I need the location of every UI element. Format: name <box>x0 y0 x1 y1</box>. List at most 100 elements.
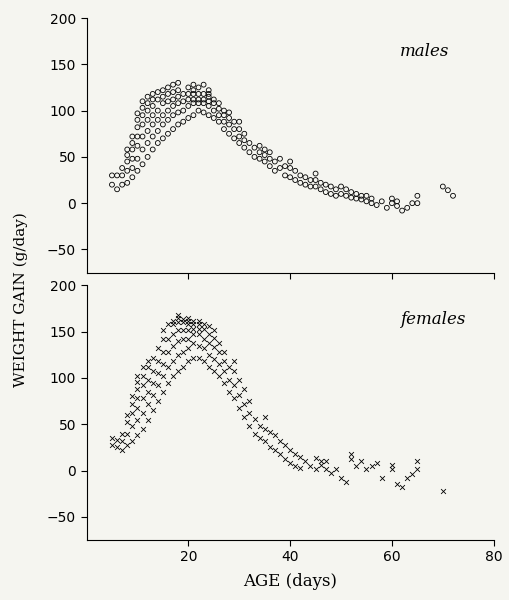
Point <box>367 461 376 471</box>
Point <box>189 319 197 329</box>
Point <box>367 194 376 203</box>
Point <box>174 317 182 327</box>
Point <box>312 175 320 185</box>
Point <box>189 85 197 95</box>
Point <box>194 319 203 329</box>
Point <box>144 387 152 397</box>
Point <box>174 92 182 101</box>
Point <box>128 154 136 164</box>
Point <box>174 85 182 95</box>
Point <box>261 145 269 154</box>
Point <box>352 461 360 471</box>
Point <box>357 457 365 466</box>
Point <box>291 461 299 471</box>
Point <box>235 124 243 134</box>
Point <box>200 319 208 329</box>
Point <box>189 95 197 104</box>
Point <box>154 397 162 406</box>
Point <box>179 97 187 106</box>
Point <box>164 362 172 371</box>
Point <box>169 101 177 111</box>
Point <box>118 163 126 173</box>
Point <box>276 154 284 164</box>
Point <box>174 325 182 335</box>
Point <box>108 440 116 449</box>
Point <box>189 316 197 325</box>
Point <box>174 313 182 323</box>
Point <box>266 161 274 171</box>
Point <box>225 119 233 129</box>
Point <box>205 97 213 106</box>
Point <box>327 189 335 199</box>
Point <box>317 184 325 194</box>
Point <box>189 324 197 334</box>
Point <box>138 97 147 106</box>
Point <box>159 387 167 397</box>
Text: females: females <box>400 311 465 328</box>
Point <box>138 371 147 381</box>
Point <box>154 95 162 104</box>
Point <box>235 138 243 148</box>
Point <box>154 380 162 390</box>
Point <box>322 464 330 473</box>
Point <box>210 106 218 115</box>
Point <box>184 344 192 353</box>
Point <box>123 145 131 154</box>
Point <box>200 356 208 366</box>
Point <box>169 371 177 381</box>
Point <box>301 172 309 182</box>
Point <box>113 184 121 194</box>
Point <box>179 347 187 357</box>
Point <box>133 403 142 412</box>
Point <box>169 341 177 350</box>
Point <box>337 189 345 199</box>
Point <box>144 126 152 136</box>
Point <box>342 184 350 194</box>
Point <box>200 344 208 353</box>
Point <box>276 449 284 458</box>
Point <box>367 199 376 208</box>
Point <box>194 316 203 325</box>
Point <box>322 457 330 466</box>
Point <box>205 329 213 338</box>
Point <box>281 170 289 180</box>
Point <box>149 378 157 388</box>
Point <box>286 458 294 468</box>
Point <box>235 132 243 142</box>
Point <box>205 92 213 101</box>
Point <box>184 113 192 123</box>
Point <box>332 184 340 194</box>
Point <box>154 344 162 353</box>
Point <box>149 101 157 111</box>
Point <box>159 92 167 101</box>
Point <box>174 350 182 359</box>
Point <box>133 377 142 386</box>
Point <box>184 313 192 323</box>
Point <box>133 415 142 424</box>
Point <box>169 124 177 134</box>
Point <box>357 194 365 204</box>
Point <box>413 199 421 208</box>
Point <box>220 366 228 376</box>
Point <box>159 347 167 357</box>
Point <box>189 110 197 120</box>
Point <box>144 362 152 371</box>
Point <box>286 157 294 166</box>
Point <box>317 457 325 466</box>
Point <box>149 390 157 400</box>
Point <box>174 78 182 88</box>
Point <box>184 83 192 92</box>
Point <box>133 122 142 132</box>
Point <box>225 107 233 117</box>
Point <box>347 449 355 458</box>
Point <box>169 356 177 366</box>
Point <box>144 115 152 125</box>
Point <box>301 457 309 466</box>
Point <box>144 415 152 424</box>
Point <box>347 193 355 202</box>
Point <box>169 95 177 104</box>
Point <box>373 200 381 210</box>
Point <box>362 197 371 206</box>
Point <box>205 89 213 99</box>
Point <box>118 180 126 190</box>
